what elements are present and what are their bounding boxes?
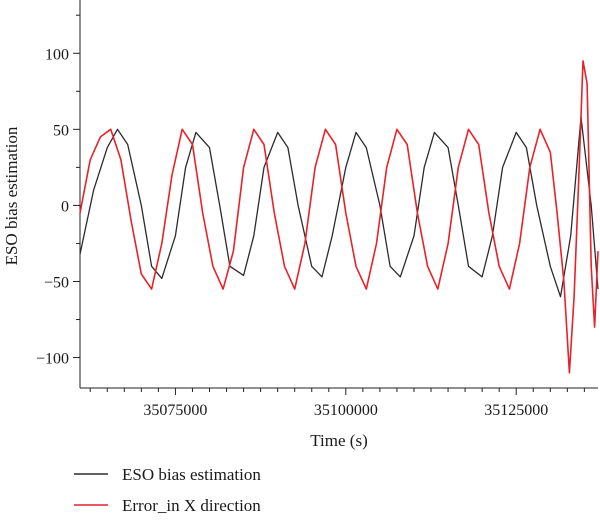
y-tick-label: 100 xyxy=(45,46,69,63)
x-tick-label: 35125000 xyxy=(484,402,548,419)
y-tick-label: −50 xyxy=(44,274,69,291)
legend-label-error-x: Error_in X direction xyxy=(122,496,261,515)
series-line-error-x xyxy=(79,60,599,374)
y-tick-label: 50 xyxy=(53,122,69,139)
x-tick-label: 35100000 xyxy=(314,402,378,419)
y-tick-label: −100 xyxy=(36,351,69,368)
legend: ESO bias estimation Error_in X direction xyxy=(74,465,261,515)
y-tick-label: 0 xyxy=(61,198,69,215)
y-axis-label: ESO bias estimation xyxy=(2,126,21,265)
axes: −100 −50 0 50 100 35075000 35100000 35125000 xyxy=(36,0,598,419)
legend-label-eso-bias: ESO bias estimation xyxy=(122,465,261,484)
x-tick-label: 35075000 xyxy=(143,402,207,419)
x-axis-label: Time (s) xyxy=(310,431,367,450)
series-layer xyxy=(79,60,599,374)
series-line-eso-bias xyxy=(79,116,599,298)
